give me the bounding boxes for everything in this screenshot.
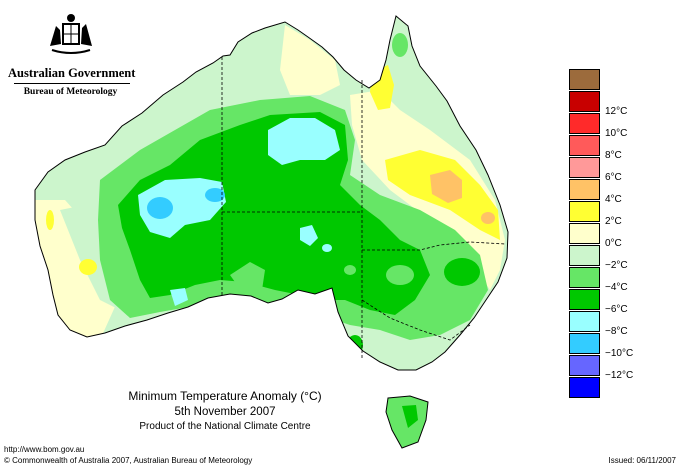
anomaly-contours: [35, 16, 508, 370]
legend-swatch: [569, 311, 600, 332]
legend-swatch: [569, 113, 600, 134]
legend-label: 4°C: [605, 194, 622, 205]
legend-swatch: [569, 201, 600, 222]
legend-swatch: [569, 333, 600, 354]
legend-swatch: [569, 157, 600, 178]
legend-label: 12°C: [605, 106, 628, 117]
legend-label: −8°C: [605, 326, 628, 337]
issued-date: Issued: 06/11/2007: [608, 456, 676, 465]
legend-label: −6°C: [605, 304, 628, 315]
legend-swatch: [569, 355, 600, 376]
legend-swatch: [569, 223, 600, 244]
coat-of-arms-icon: [50, 14, 92, 54]
bureau-label: Bureau of Meteorology: [23, 87, 118, 97]
logo-divider: [14, 83, 130, 84]
legend-label: 0°C: [605, 238, 622, 249]
state-borders: [221, 57, 506, 360]
legend-label: −10°C: [605, 348, 634, 359]
legend-label: −2°C: [605, 260, 628, 271]
legend-swatch: [569, 377, 600, 398]
legend-label: 6°C: [605, 172, 622, 183]
legend-swatch: [569, 267, 600, 288]
map-caption: Minimum Temperature Anomaly (°C) 5th Nov…: [90, 389, 360, 434]
legend-swatch: [569, 289, 600, 310]
legend-swatch: [569, 91, 600, 112]
legend-swatch: [569, 245, 600, 266]
legend-swatch: [569, 69, 600, 90]
legend-label: −4°C: [605, 282, 628, 293]
legend-label: 2°C: [605, 216, 622, 227]
legend-label: 8°C: [605, 150, 622, 161]
bom-url-link[interactable]: http://www.bom.gov.au: [4, 445, 85, 454]
legend-label: −12°C: [605, 370, 634, 381]
government-label: Australian Government: [8, 66, 136, 80]
map-product: Product of the National Climate Centre: [139, 421, 311, 432]
legend-swatch: [569, 135, 600, 156]
coastline: [34, 15, 509, 371]
map-date: 5th November 2007: [174, 406, 276, 418]
copyright-notice: © Commonwealth of Australia 2007, Austra…: [4, 456, 253, 465]
map-title: Minimum Temperature Anomaly (°C): [128, 389, 322, 403]
bom-logo: Australian Government Bureau of Meteorol…: [8, 8, 136, 98]
legend-swatch: [569, 179, 600, 200]
legend-label: 10°C: [605, 128, 628, 139]
